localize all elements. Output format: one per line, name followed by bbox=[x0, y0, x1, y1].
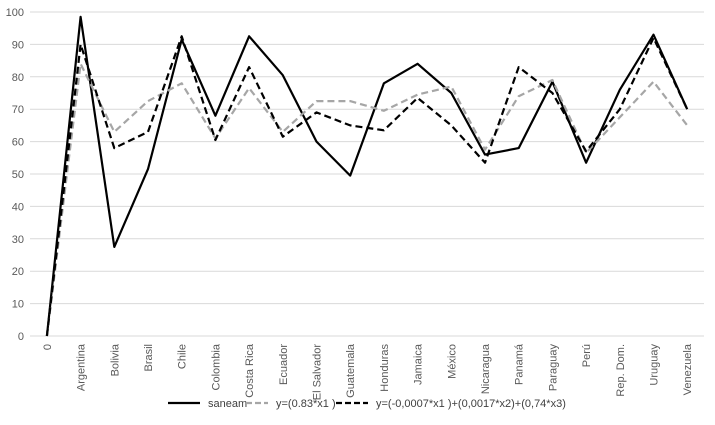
x-tick-label: Jamaica bbox=[413, 343, 425, 385]
series-line-1 bbox=[45, 15, 689, 337]
x-tick-label: Colombia bbox=[210, 343, 222, 390]
legend-label-1: saneam bbox=[208, 398, 247, 410]
x-tick-label: Uruguay bbox=[648, 344, 660, 386]
x-tick-label: Venezuela bbox=[682, 343, 694, 395]
y-tick-label: 100 bbox=[6, 7, 24, 19]
y-tick-label: 0 bbox=[18, 331, 24, 343]
legend: saneam y=(0.83*x1 ) y=(-0,0007*x1 )+(0,001… bbox=[168, 398, 566, 410]
x-tick-label: Honduras bbox=[379, 344, 391, 392]
y-tick-label: 20 bbox=[12, 266, 24, 278]
y-tick-label: 90 bbox=[12, 39, 24, 51]
y-tick-label: 50 bbox=[12, 169, 24, 181]
y-tick-label: 70 bbox=[12, 104, 24, 116]
x-tick-label: Rep. Dom. bbox=[615, 344, 627, 397]
x-tick-label: Paraguay bbox=[547, 344, 559, 392]
y-axis-tick-labels: 0 10 20 30 40 50 60 70 80 90 100 bbox=[6, 7, 24, 343]
series-line-3 bbox=[45, 35, 689, 337]
x-tick-label: Guatemala bbox=[345, 343, 357, 398]
y-tick-label: 80 bbox=[12, 72, 24, 84]
legend-label-2: y=(0.83*x1 ) bbox=[276, 398, 336, 410]
x-axis-tick-labels: 0 Argentina Bolivia Brasil Chile Colombia Cost… bbox=[42, 343, 694, 400]
legend-label-3: y=(-0,0007*x1 )+(0,0017*x2)+(0,74*x3) bbox=[376, 398, 566, 410]
gridlines bbox=[30, 11, 704, 337]
y-tick-label: 40 bbox=[12, 201, 24, 213]
x-tick-label: Bolivia bbox=[109, 343, 121, 376]
x-tick-label: Ecuador bbox=[278, 344, 290, 385]
x-tick-label: Nicaragua bbox=[480, 343, 492, 394]
series-lines bbox=[45, 15, 689, 337]
y-tick-label: 60 bbox=[12, 137, 24, 149]
x-tick-label: Costa Rica bbox=[244, 343, 256, 398]
x-tick-label: 0 bbox=[42, 344, 54, 350]
x-tick-label: México bbox=[446, 344, 458, 379]
x-tick-label: El Salvador bbox=[311, 344, 323, 401]
x-tick-label: Argentina bbox=[76, 343, 88, 391]
x-tick-label: Perú bbox=[581, 344, 593, 367]
x-tick-label: Brasil bbox=[143, 344, 155, 372]
x-tick-label: Chile bbox=[177, 344, 189, 369]
y-tick-label: 30 bbox=[12, 234, 24, 246]
y-tick-label: 10 bbox=[12, 299, 24, 311]
x-tick-label: Panamá bbox=[514, 343, 526, 385]
